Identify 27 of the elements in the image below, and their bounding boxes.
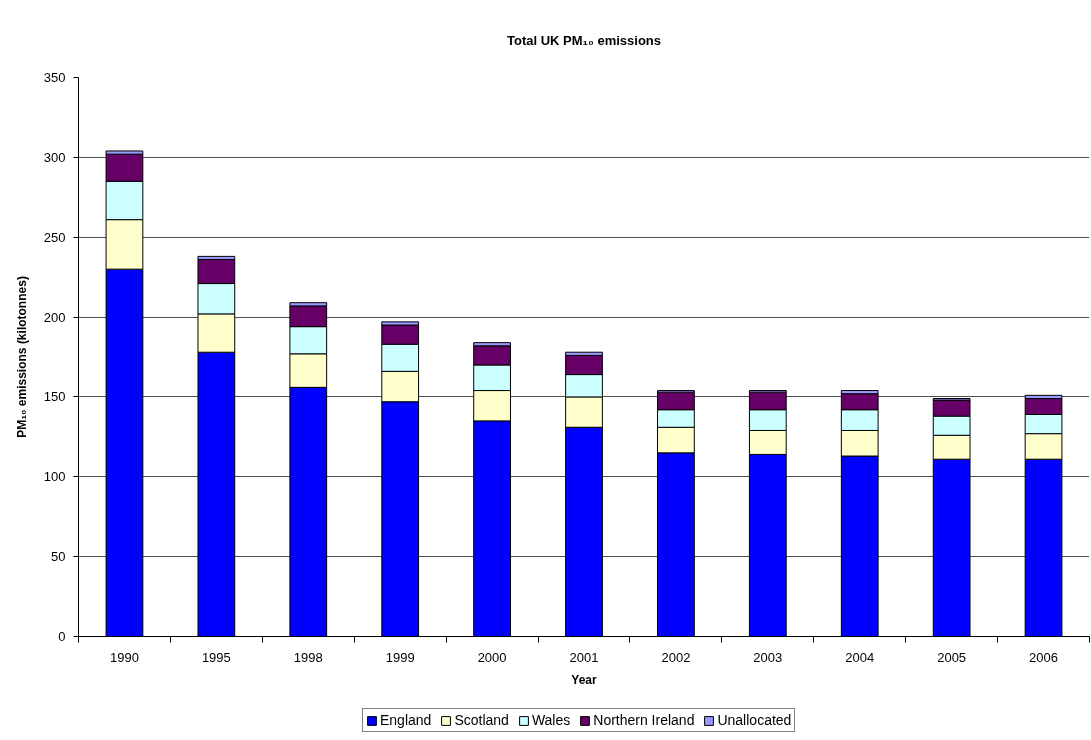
y-axis-title: PM₁₀ emissions (kilotonnes)	[14, 276, 29, 438]
y-tick-label: 50	[51, 549, 66, 565]
y-tick-label: 300	[43, 149, 66, 165]
y-tick-label: 250	[43, 229, 66, 245]
x-tick-label: 2001	[569, 649, 599, 665]
x-tick-label: 1999	[385, 649, 415, 665]
legend-label: Unallocated	[717, 712, 792, 728]
legend-label: Scotland	[454, 712, 509, 728]
x-tick-label: 2005	[937, 649, 967, 665]
y-tick-label: 150	[43, 389, 66, 405]
y-tick-label: 200	[43, 309, 66, 325]
x-tick-label: 2004	[845, 649, 875, 665]
y-tick-label: 0	[58, 629, 66, 644]
x-tick-label: 1998	[293, 649, 323, 665]
x-tick-label: 1995	[201, 649, 231, 665]
y-tick-label: 100	[43, 469, 66, 485]
x-tick-label: 2002	[661, 649, 691, 665]
chart-title: Total UK PM₁₀ emissions	[506, 32, 662, 48]
x-tick-label: 1990	[109, 649, 139, 665]
x-tick-label: 2003	[753, 649, 783, 665]
x-tick-label: 2006	[1029, 649, 1059, 665]
y-tick-label: 350	[43, 70, 66, 85]
legend-label: Wales	[531, 712, 571, 728]
x-tick-label: 2000	[477, 649, 507, 665]
legend-label: England	[380, 712, 432, 728]
legend-label: Northern Ireland	[593, 712, 695, 728]
x-axis-title: Year	[571, 672, 598, 687]
